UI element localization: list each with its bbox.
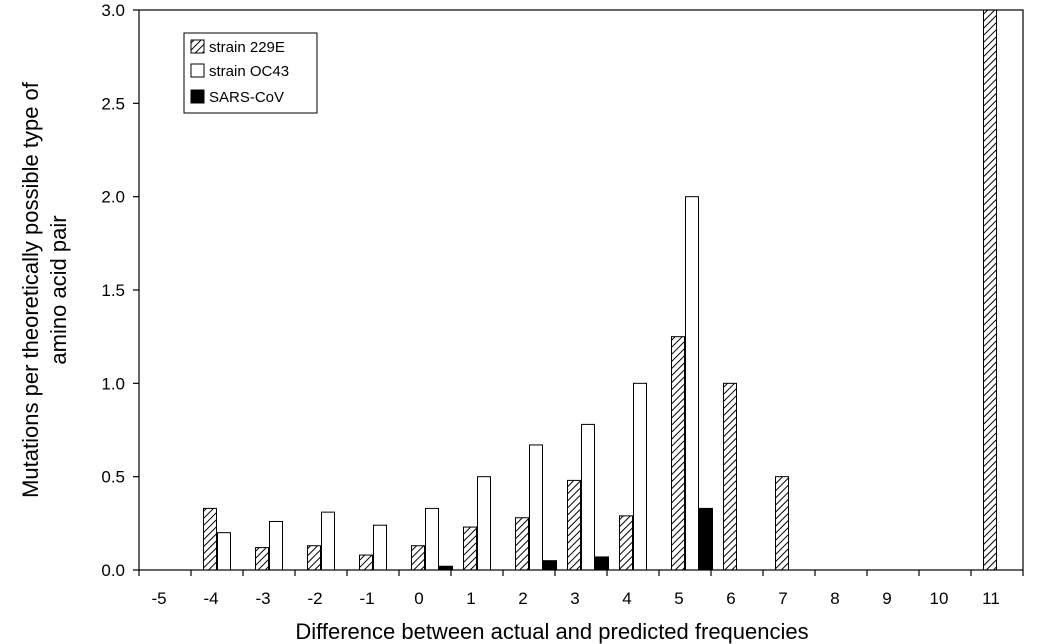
bar-strain-oc43--3 xyxy=(269,520,283,571)
bar-strain-229e-0 xyxy=(411,545,425,571)
y-tick-label: 0.0 xyxy=(101,561,125,580)
bar-strain-229e-6 xyxy=(723,382,737,571)
bar-strain-229e-3 xyxy=(567,479,581,571)
x-tick-label: 10 xyxy=(930,589,949,608)
bar-strain-oc43--4 xyxy=(217,532,231,571)
y-axis-title-line: Mutations per theoretically possible typ… xyxy=(18,81,43,498)
y-tick-label: 2.5 xyxy=(101,94,125,113)
bar-strain-229e-7 xyxy=(775,476,789,571)
bar-strain-229e--2 xyxy=(307,545,321,571)
x-tick-label: 0 xyxy=(414,589,423,608)
x-tick-label: -3 xyxy=(255,589,270,608)
x-tick-label: 4 xyxy=(622,589,631,608)
bar-strain-229e--4 xyxy=(203,507,217,571)
bar-strain-oc43-4 xyxy=(633,382,647,571)
bar-strain-229e-1 xyxy=(463,526,477,571)
bar-strain-229e--3 xyxy=(255,547,269,571)
x-tick-label: 9 xyxy=(882,589,891,608)
x-tick-label: 3 xyxy=(570,589,579,608)
legend-swatch xyxy=(190,63,205,78)
bar-sars-cov-3 xyxy=(595,556,609,571)
bar-strain-oc43-2 xyxy=(529,444,543,571)
legend-swatch xyxy=(190,39,205,54)
legend-label: SARS-CoV xyxy=(209,89,284,106)
bar-strain-229e-5 xyxy=(671,336,685,571)
bar-strain-229e-4 xyxy=(619,515,633,571)
bar-strain-oc43--2 xyxy=(321,511,335,571)
y-tick-label: 0.5 xyxy=(101,468,125,487)
x-tick-label: -1 xyxy=(359,589,374,608)
bar-strain-oc43-3 xyxy=(581,423,595,571)
bar-strain-229e-11 xyxy=(983,9,997,571)
legend-label: strain 229E xyxy=(209,39,285,56)
bar-sars-cov-5 xyxy=(699,507,713,571)
x-tick-label: 1 xyxy=(466,589,475,608)
bars xyxy=(203,9,997,571)
legend: strain 229E strain OC43 SARS-CoV xyxy=(183,32,318,114)
legend-label: strain OC43 xyxy=(209,63,289,80)
bar-strain-oc43-5 xyxy=(685,196,699,571)
y-axis-title-line: amino acid pair xyxy=(46,215,71,364)
y-tick-label: 2.0 xyxy=(101,188,125,207)
y-axis-title: Mutations per theoretically possible typ… xyxy=(18,81,71,498)
bar-sars-cov-2 xyxy=(543,560,557,571)
x-tick-label: 6 xyxy=(726,589,735,608)
x-tick-label: 8 xyxy=(830,589,839,608)
bar-strain-oc43--1 xyxy=(373,524,387,571)
x-tick-label: 2 xyxy=(518,589,527,608)
y-tick-label: 1.0 xyxy=(101,374,125,393)
bar-strain-oc43-0 xyxy=(425,507,439,571)
y-axis-tick-labels: 0.0 0.5 1.0 1.5 2.0 2.5 3.0 xyxy=(101,1,139,580)
x-axis-tick-labels: -5 -4 -3 -2 -1 0 1 2 3 4 5 6 7 8 9 10 11 xyxy=(138,570,1024,608)
legend-swatch xyxy=(190,89,205,104)
legend-box xyxy=(183,32,318,114)
bar-strain-229e-2 xyxy=(515,517,529,571)
plot-frame xyxy=(138,9,1024,571)
x-tick-label: 5 xyxy=(674,589,683,608)
x-tick-label: -4 xyxy=(203,589,218,608)
x-tick-label: 7 xyxy=(778,589,787,608)
y-tick-label: 1.5 xyxy=(101,281,125,300)
x-tick-label: -2 xyxy=(307,589,322,608)
x-axis-title: Difference between actual and predicted … xyxy=(295,619,808,644)
x-tick-label: -5 xyxy=(151,589,166,608)
x-tick-label: 11 xyxy=(982,589,1000,608)
bar-strain-229e--1 xyxy=(359,554,373,571)
bar-strain-oc43-1 xyxy=(477,476,491,571)
y-tick-label: 3.0 xyxy=(101,1,125,20)
